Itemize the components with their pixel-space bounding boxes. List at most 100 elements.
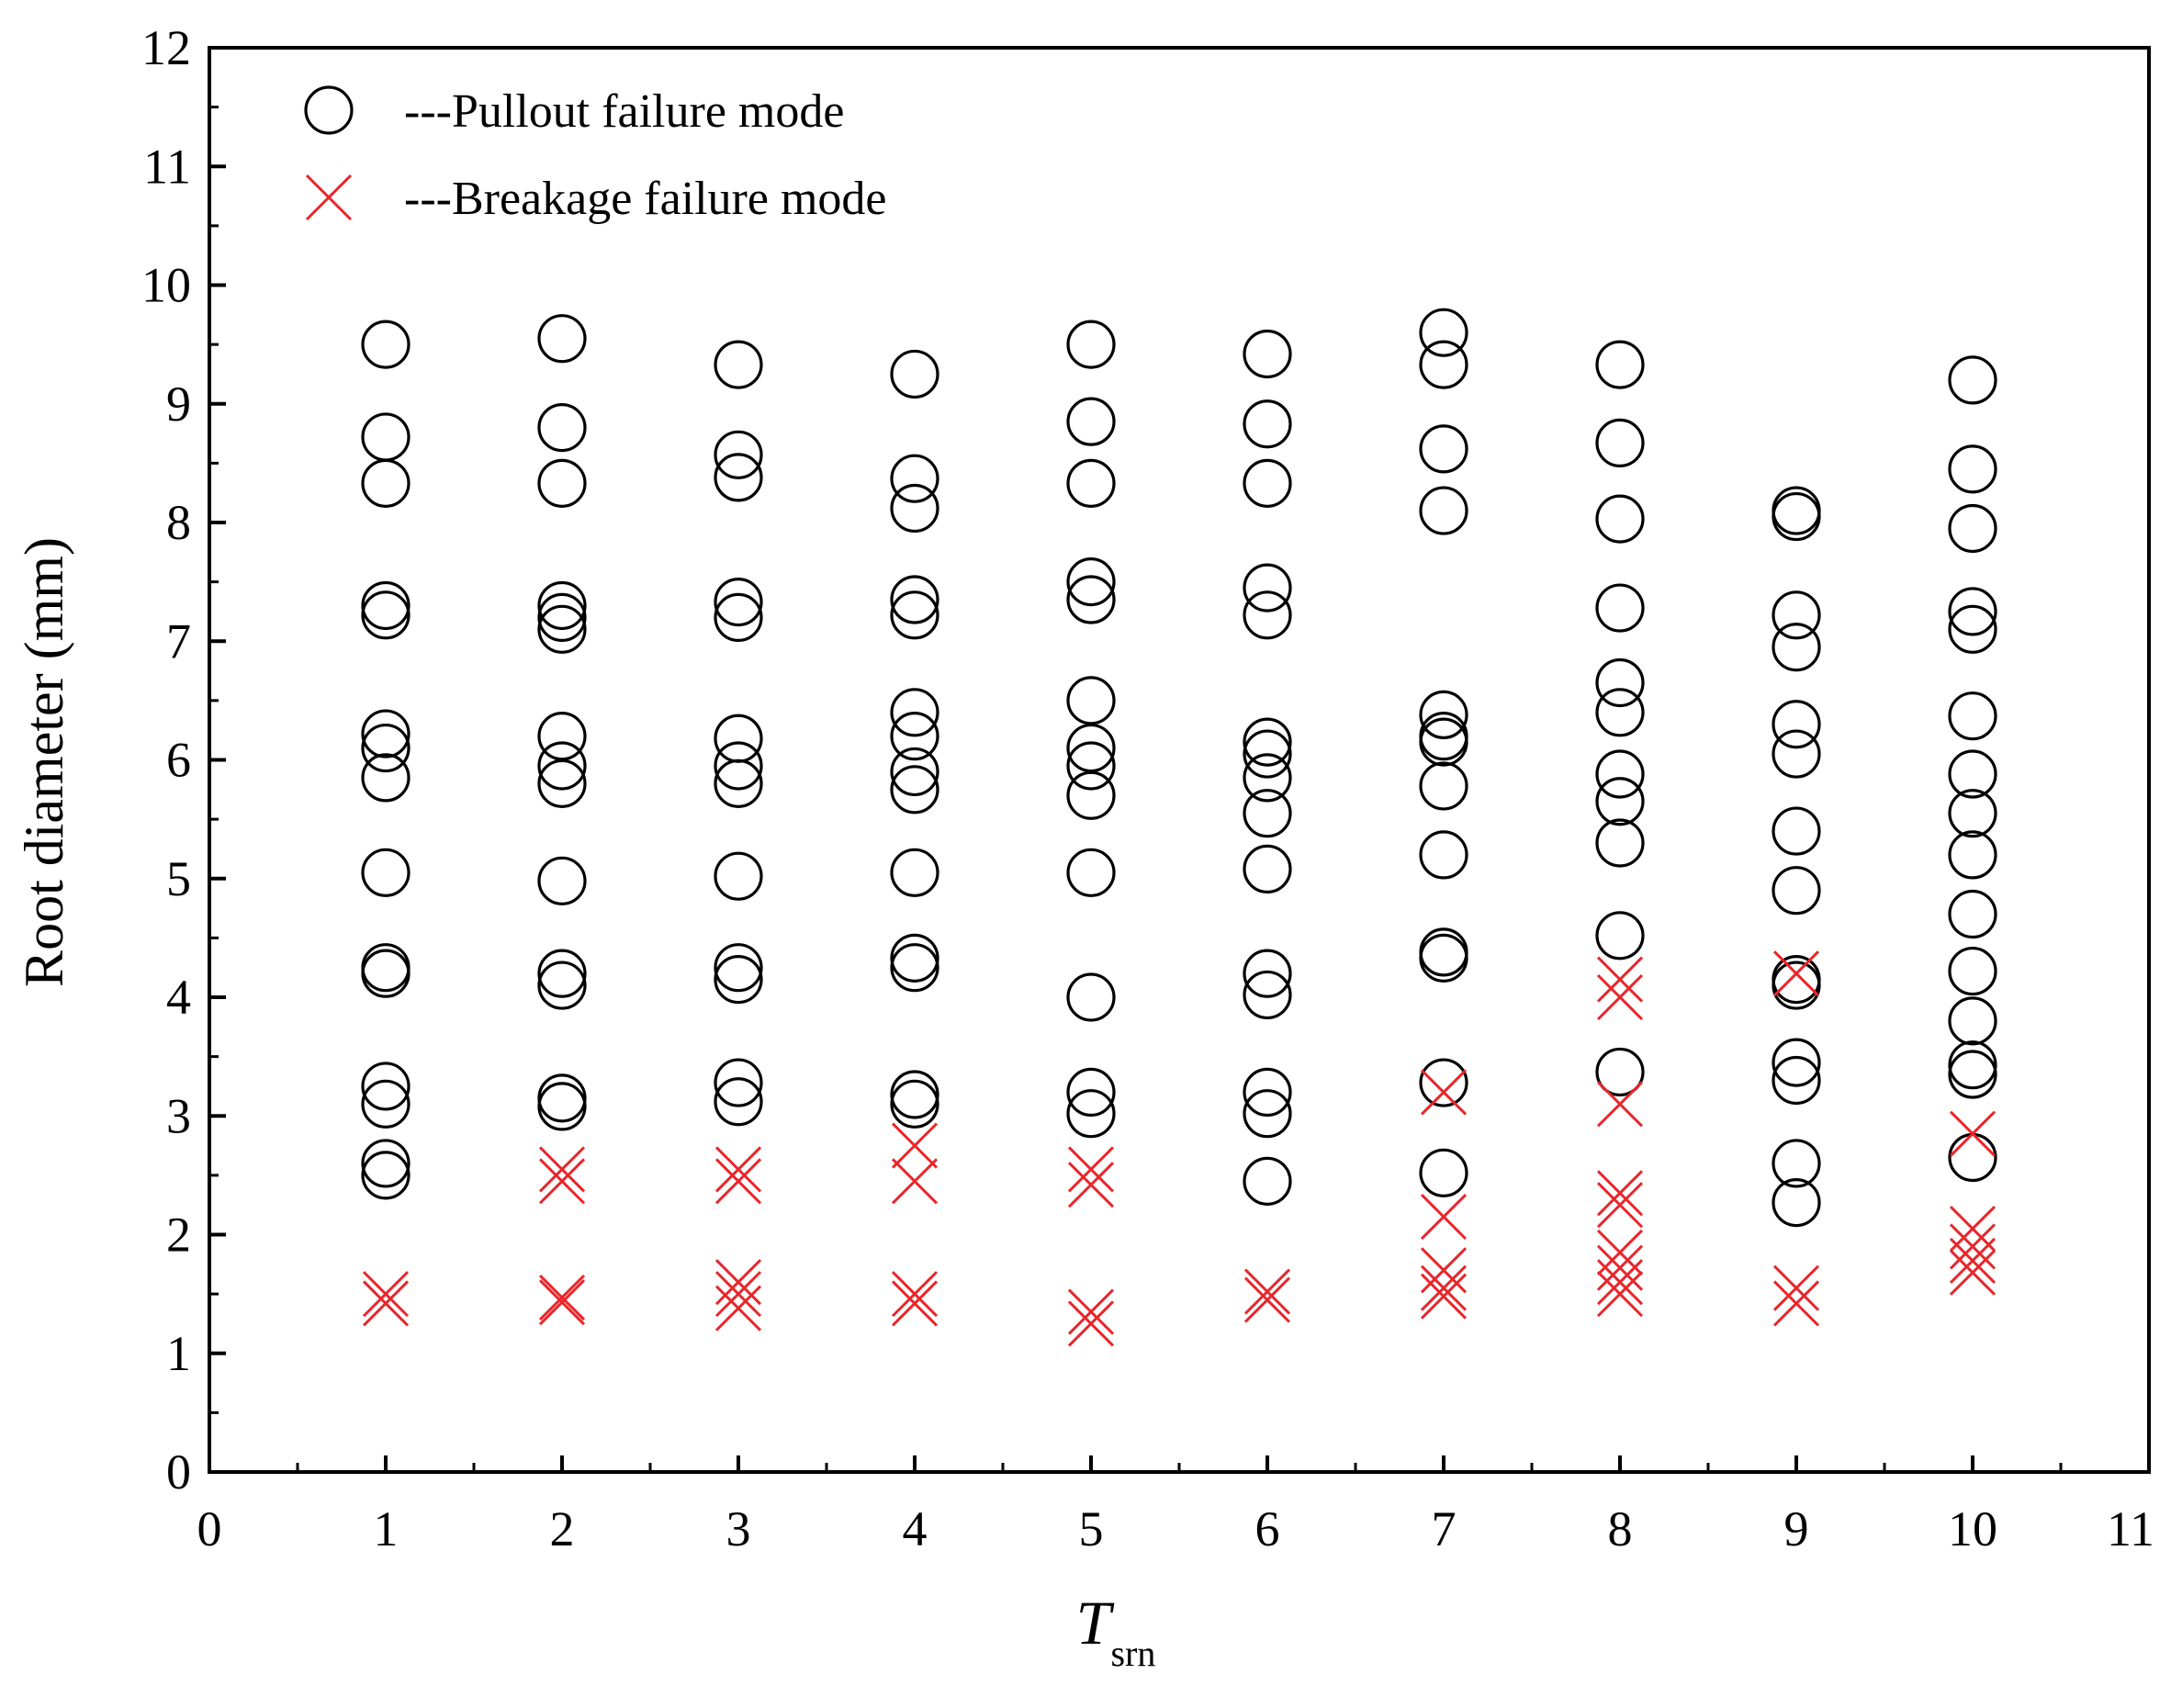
pullout-point (1595, 818, 1645, 868)
y-tick-label: 11 (143, 139, 191, 194)
pullout-point (1948, 830, 1997, 880)
y-tick-label: 2 (166, 1208, 191, 1263)
cross-stroke-b (1420, 1247, 1468, 1294)
y-tick-label: 6 (166, 733, 191, 788)
pullout-point (1595, 340, 1645, 389)
pullout-point (714, 943, 763, 993)
pullout-point (361, 580, 411, 631)
pullout-point (1066, 1067, 1116, 1118)
x-tick-label: 11 (2107, 1501, 2154, 1556)
y-axis-title: Root diameter (mm) (14, 537, 74, 987)
breakage-point (538, 1279, 586, 1326)
pullout-point (714, 1058, 763, 1107)
pullout-point (1948, 587, 1997, 636)
x-tick-label: 9 (1784, 1501, 1809, 1556)
cross-stroke-b (1772, 950, 1820, 997)
pullout-point (714, 758, 763, 808)
pullout-point (537, 1082, 587, 1131)
breakage-point (891, 1271, 939, 1318)
cross-stroke-b (1772, 1280, 1820, 1327)
pullout-point (1243, 1089, 1292, 1139)
x-tick-label: 5 (1079, 1501, 1104, 1556)
breakage-point (1949, 1249, 1997, 1296)
breakage-point (1596, 1170, 1644, 1217)
legend-pullout-marker (304, 85, 354, 135)
pullout-point (1772, 700, 1821, 749)
cross-stroke-b (1596, 1081, 1644, 1128)
pullout-point (1948, 503, 1997, 554)
breakage-point (1067, 1300, 1115, 1347)
pullout-point (714, 955, 763, 1005)
cross-stroke-b (1420, 1069, 1468, 1116)
pullout-point (1243, 949, 1292, 998)
pullout-point (1772, 1055, 1821, 1106)
breakage-point (891, 1280, 939, 1327)
breakage-point (1420, 1069, 1468, 1116)
y-tick-label: 4 (166, 970, 191, 1025)
pullout-point (537, 961, 587, 1010)
breakage-point (1596, 1259, 1644, 1306)
breakage-point (1596, 1244, 1644, 1291)
breakage-point (1243, 1268, 1291, 1315)
cross-stroke-b (538, 1279, 586, 1326)
pullout-point (714, 714, 763, 763)
cross-stroke-b (1596, 1170, 1644, 1217)
pullout-point (890, 933, 939, 983)
pullout-point (1595, 777, 1645, 826)
pullout-point (1066, 848, 1116, 897)
x-tick-label: 6 (1255, 1501, 1280, 1556)
pullout-point (890, 943, 939, 993)
cross-stroke-b (1067, 1162, 1115, 1208)
pullout-point (361, 1151, 411, 1200)
pullout-point (714, 1077, 763, 1127)
pullout-point (1243, 1067, 1292, 1118)
pullout-point (1948, 691, 1997, 741)
y-tick-label: 0 (166, 1444, 191, 1500)
cross-stroke-b (1596, 973, 1644, 1021)
cross-stroke-b (1243, 1268, 1291, 1315)
legend-label: ---Pullout failure mode (404, 85, 844, 138)
pullout-point (1066, 676, 1116, 725)
cross-stroke-b (1596, 1271, 1644, 1318)
breakage-point (891, 1122, 939, 1169)
x-axis-title: Tsrn (1076, 1588, 1156, 1674)
cross-stroke-b (891, 1122, 939, 1169)
breakage-point (362, 1271, 410, 1318)
pullout-point (1419, 424, 1468, 474)
pullout-point (890, 712, 939, 761)
pullout-point (1243, 789, 1292, 838)
pullout-point (1243, 844, 1292, 894)
pullout-point (1243, 970, 1292, 1020)
cross-stroke-b (1596, 956, 1644, 1003)
breakage-point (1420, 1194, 1468, 1241)
cross-stroke-b (891, 1158, 939, 1205)
pullout-point (1243, 753, 1292, 803)
cross-stroke-b (1949, 1249, 1997, 1296)
cross-stroke-b (1949, 1223, 1997, 1270)
pullout-point (890, 688, 939, 737)
pullout-point (1948, 749, 1997, 799)
breakage-point (538, 1274, 586, 1321)
cross-stroke-b (1596, 1259, 1644, 1306)
pullout-point (1948, 444, 1997, 494)
pullout-point (537, 314, 587, 364)
pullout-point (714, 577, 763, 627)
cross-stroke-b (538, 1146, 586, 1193)
pullout-point (1948, 1132, 1997, 1183)
legend-breakage-marker (305, 174, 353, 221)
series-pullout (361, 308, 1997, 1228)
pullout-point (890, 848, 939, 897)
pullout-point (1419, 1058, 1468, 1107)
cross-stroke-b (714, 1271, 762, 1318)
breakage-point (1596, 956, 1644, 1003)
breakage-point (1949, 1237, 1997, 1284)
pullout-point (361, 412, 411, 462)
breakage-point (714, 1158, 762, 1205)
pullout-point (890, 1070, 939, 1119)
breakage-point (714, 1271, 762, 1318)
pullout-point (1772, 806, 1821, 856)
breakage-point (714, 1146, 762, 1193)
pullout-point (1948, 1040, 1997, 1090)
breakage-point (538, 1158, 586, 1205)
